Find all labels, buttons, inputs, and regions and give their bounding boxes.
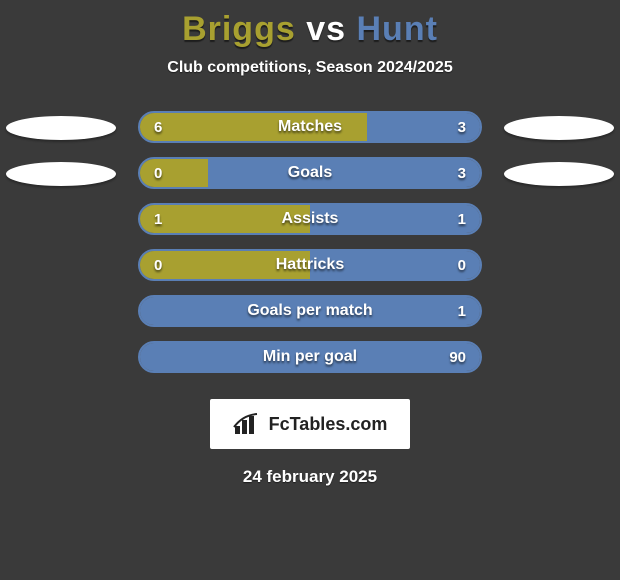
stat-row: Goals0 3: [0, 157, 620, 203]
title-vs: vs: [306, 10, 346, 48]
stat-value-right: 0: [458, 251, 466, 279]
stat-bar: Assists1 1: [138, 203, 482, 235]
stat-value-left: 6: [154, 113, 162, 141]
player-ellipse-right: [504, 116, 614, 140]
player-ellipse-left: [6, 162, 116, 186]
stat-row: Assists1 1: [0, 203, 620, 249]
stat-value-left: 0: [154, 251, 162, 279]
stat-label: Matches: [140, 113, 480, 141]
bar-chart-icon: [233, 412, 263, 436]
title-player2: Hunt: [357, 10, 438, 48]
stat-row: Goals per match1: [0, 295, 620, 341]
stat-value-right: 90: [449, 343, 466, 371]
stat-row: Hattricks0 0: [0, 249, 620, 295]
stats-container: Matches63Goals03Assists11Hattricks00Goal…: [0, 111, 620, 387]
player-ellipse-right: [504, 162, 614, 186]
stat-value-right: 1: [458, 205, 466, 233]
page-title: Briggs vs Hunt: [0, 0, 620, 49]
stat-bar: Hattricks0 0: [138, 249, 482, 281]
stat-value-right: 1: [458, 297, 466, 325]
player-ellipse-left: [6, 116, 116, 140]
stat-bar: Goals0 3: [138, 157, 482, 189]
stat-bar: Goals per match1: [138, 295, 482, 327]
stat-row: Min per goal90: [0, 341, 620, 387]
stat-value-left: 1: [154, 205, 162, 233]
stat-bar: Matches6 3: [138, 111, 482, 143]
stat-row: Matches6 3: [0, 111, 620, 157]
title-player1: Briggs: [182, 10, 296, 48]
stat-label: Goals: [140, 159, 480, 187]
logo: FcTables.com: [233, 412, 388, 436]
stat-label: Hattricks: [140, 251, 480, 279]
stat-label: Min per goal: [140, 343, 480, 371]
stat-value-right: 3: [458, 159, 466, 187]
stat-value-left: 0: [154, 159, 162, 187]
stat-label: Goals per match: [140, 297, 480, 325]
logo-text: FcTables.com: [269, 414, 388, 435]
logo-box: FcTables.com: [210, 399, 410, 449]
stat-value-right: 3: [458, 113, 466, 141]
date-text: 24 february 2025: [0, 467, 620, 487]
stat-bar: Min per goal90: [138, 341, 482, 373]
stat-label: Assists: [140, 205, 480, 233]
subtitle: Club competitions, Season 2024/2025: [0, 59, 620, 77]
